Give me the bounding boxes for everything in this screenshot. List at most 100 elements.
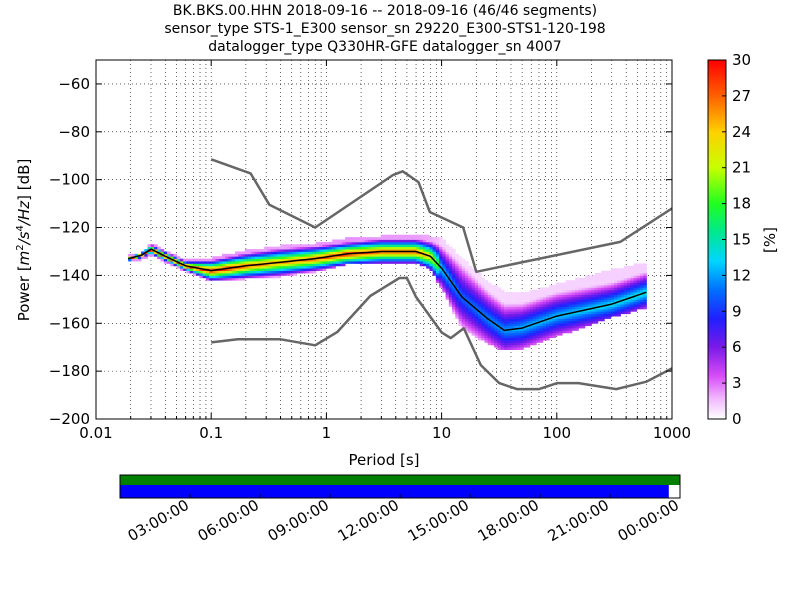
heatmap-cell: [533, 306, 537, 310]
heatmap-cell: [546, 311, 550, 315]
heatmap-cell: [422, 239, 427, 243]
heatmap-cell: [150, 246, 155, 250]
heatmap-cell: [141, 256, 145, 260]
heatmap-cell: [238, 258, 242, 262]
heatmap-cell: [630, 265, 634, 269]
heatmap-cell: [455, 296, 459, 300]
heatmap-cell: [542, 316, 547, 319]
heatmap-cell: [345, 258, 349, 262]
heatmap-cell: [367, 258, 372, 262]
heatmap-cell: [429, 239, 434, 243]
heatmap-cell: [409, 246, 414, 250]
heatmap-cell: [267, 270, 272, 274]
heatmap-cell: [251, 270, 255, 274]
heatmap-cell: [610, 299, 615, 303]
heatmap-cell: [465, 318, 469, 322]
heatmap-cell: [448, 294, 453, 298]
heatmap-cell: [215, 275, 220, 279]
heatmap-cell: [458, 270, 463, 274]
heatmap-cell: [416, 239, 421, 243]
heatmap-cell: [247, 268, 252, 272]
heatmap-cell: [290, 253, 294, 257]
heatmap-cell: [526, 304, 531, 307]
colorbar-tick-label: 18: [732, 195, 751, 213]
heatmap-cell: [439, 244, 443, 248]
heatmap-cell: [623, 292, 628, 295]
heatmap-cell: [542, 289, 547, 293]
heatmap-cell: [345, 239, 349, 243]
heatmap-cell: [312, 258, 317, 262]
heatmap-cell: [500, 340, 505, 343]
heatmap-cell: [500, 308, 505, 312]
heatmap-cell: [393, 241, 398, 245]
heatmap-cell: [209, 261, 213, 264]
heatmap-cell: [325, 258, 330, 262]
heatmap-cell: [290, 258, 294, 262]
heatmap-cell: [176, 263, 181, 267]
heatmap-cell: [264, 263, 268, 267]
heatmap-cell: [578, 301, 583, 305]
heatmap-cell: [316, 253, 320, 257]
heatmap-cell: [387, 261, 391, 264]
heatmap-cell: [481, 299, 485, 303]
heatmap-cell: [555, 330, 560, 334]
heatmap-cell: [539, 304, 544, 307]
heatmap-cell: [588, 318, 592, 322]
heatmap-cell: [189, 261, 194, 264]
heatmap-cell: [280, 246, 285, 250]
heatmap-cell: [358, 241, 362, 245]
heatmap-cell: [306, 268, 310, 272]
heatmap-cell: [212, 273, 216, 276]
heatmap-cell: [445, 263, 450, 267]
heatmap-cell: [487, 342, 492, 346]
heatmap-cell: [503, 296, 508, 300]
heatmap-cell: [610, 289, 615, 293]
heatmap-cell: [293, 244, 297, 248]
heatmap-cell: [374, 251, 378, 255]
heatmap-cell: [147, 253, 152, 257]
heatmap-cell: [529, 325, 534, 329]
heatmap-cell: [627, 284, 631, 288]
heatmap-cell: [273, 253, 278, 257]
heatmap-cell: [594, 275, 599, 279]
heatmap-cell: [293, 256, 297, 260]
heatmap-cell: [413, 244, 417, 248]
heatmap-cell: [341, 244, 346, 248]
heatmap-cell: [623, 282, 628, 286]
heatmap-cell: [384, 253, 388, 257]
heatmap-cell: [578, 299, 583, 303]
colorbar-tick-label: 3: [732, 374, 742, 392]
heatmap-cell: [643, 265, 647, 269]
heatmap-cell: [542, 292, 547, 295]
heatmap-cell: [228, 256, 233, 260]
heatmap-cell: [354, 246, 359, 250]
heatmap-cell: [565, 320, 570, 324]
heatmap-cell: [526, 294, 531, 298]
heatmap-cell: [568, 325, 573, 329]
heatmap-cell: [520, 316, 524, 319]
heatmap-cell: [286, 251, 291, 255]
heatmap-cell: [633, 308, 638, 312]
heatmap-cell: [413, 249, 417, 252]
heatmap-cell: [623, 273, 628, 276]
heatmap-cell: [225, 261, 229, 264]
heatmap-cell: [558, 301, 563, 305]
heatmap-cell: [500, 299, 505, 303]
heatmap-cell: [562, 294, 566, 298]
heatmap-cell: [513, 311, 518, 315]
heatmap-cell: [471, 328, 476, 331]
heatmap-cell: [607, 292, 612, 295]
heatmap-cell: [166, 251, 171, 255]
heatmap-cell: [461, 265, 466, 269]
heatmap-cell: [484, 292, 489, 295]
heatmap-cell: [575, 325, 579, 329]
heatmap-cell: [348, 256, 353, 260]
heatmap-cell: [422, 256, 427, 260]
heatmap-cell: [558, 330, 563, 334]
heatmap-cell: [354, 239, 359, 243]
heatmap-cell: [471, 325, 476, 329]
heatmap-cell: [458, 316, 463, 319]
heatmap-cell: [533, 330, 537, 334]
heatmap-cell: [507, 311, 511, 315]
heatmap-cell: [474, 318, 479, 322]
